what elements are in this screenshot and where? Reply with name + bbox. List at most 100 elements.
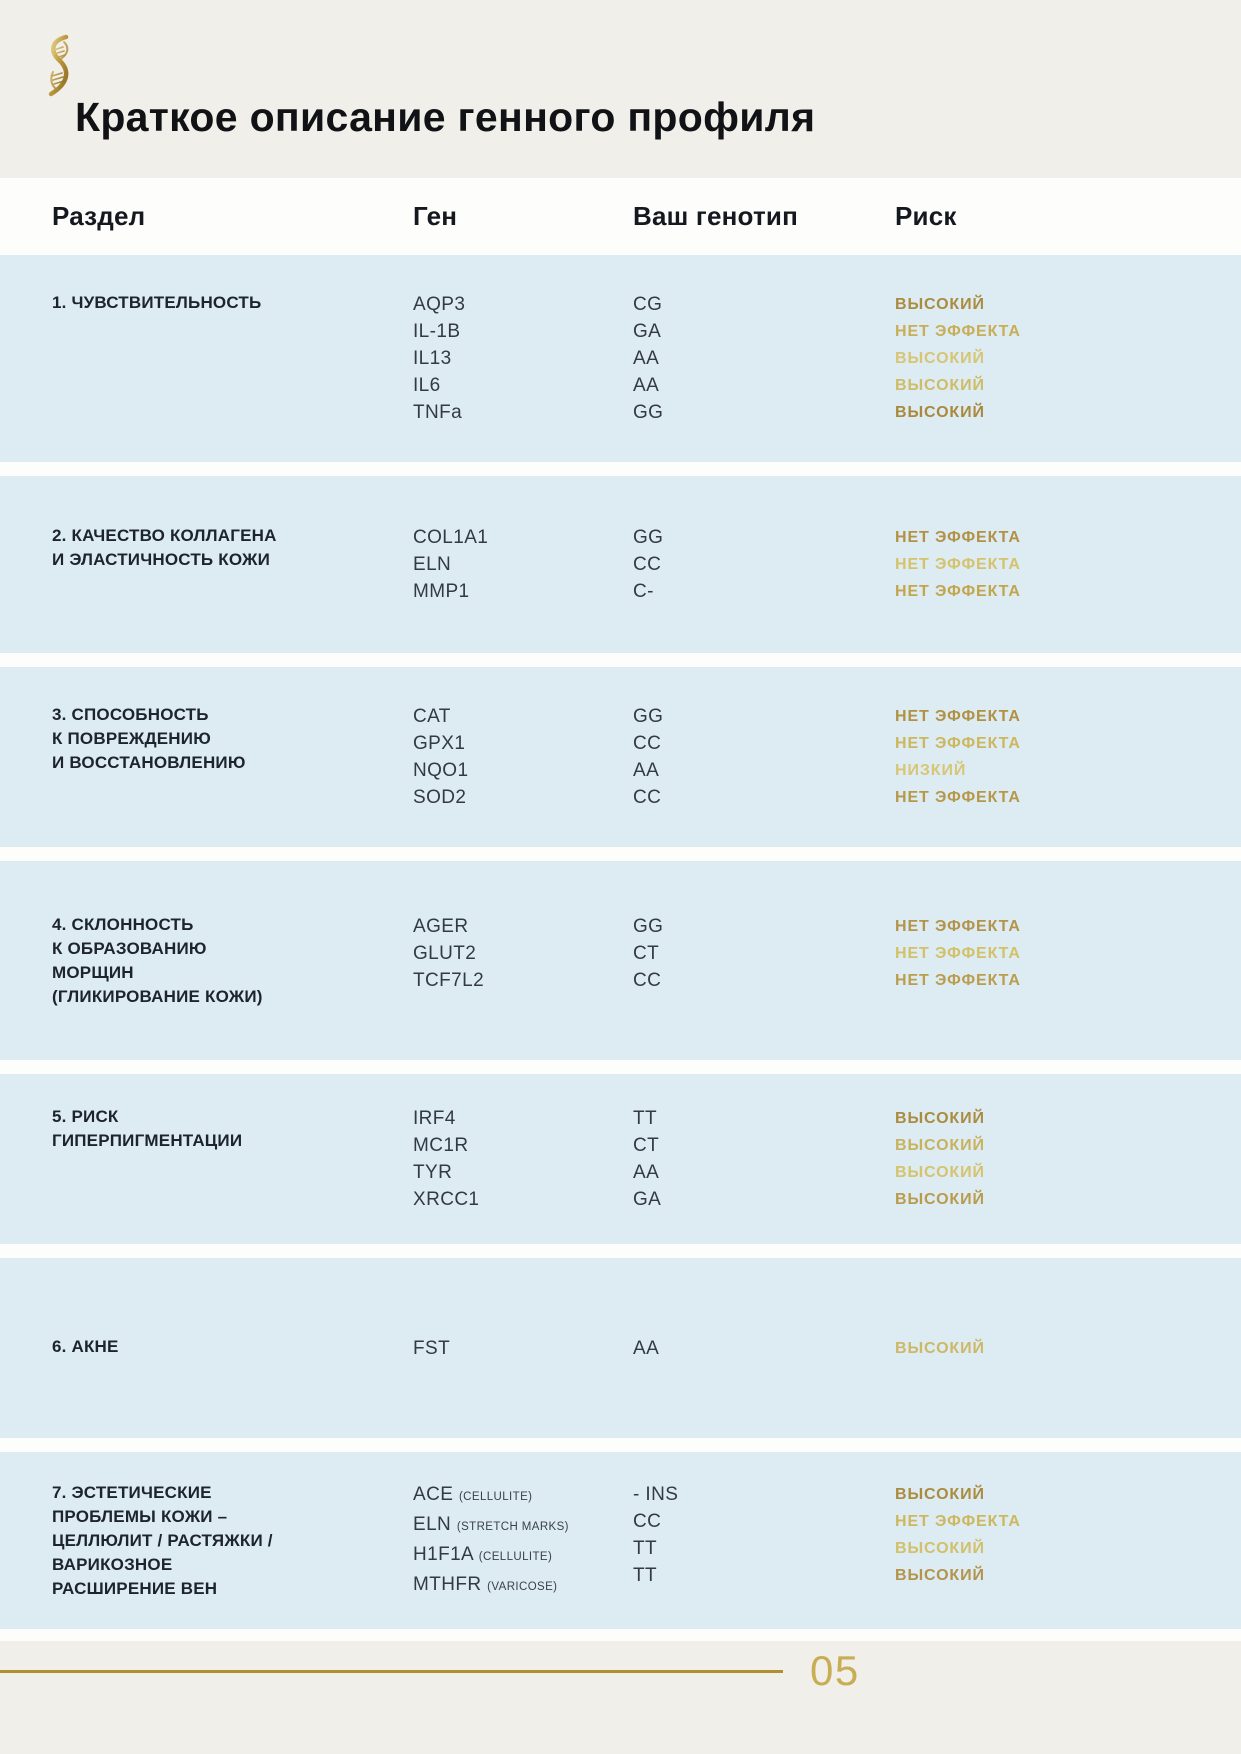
section-band-7: 7. ЭСТЕТИЧЕСКИЕ ПРОБЛЕМЫ КОЖИ – ЦЕЛЛЮЛИТ /… [0,1452,1241,1629]
gene-name: MTHFR (VARICOSE) [413,1573,558,1595]
section-title: 7. ЭСТЕТИЧЕСКИЕ ПРОБЛЕМЫ КОЖИ – ЦЕЛЛЮЛИТ /… [52,1481,413,1601]
genotype-list: GG CC C- [633,524,895,605]
gene-name: TNFa [413,402,463,423]
genotype-value: CT [633,942,660,964]
gene-name: IL6 [413,375,441,396]
page-title: Краткое описание генного профиля [75,94,816,140]
section-band-4: 4. СКЛОННОСТЬ К ОБРАЗОВАНИЮ МОРЩИН (ГЛИКИРО… [0,861,1241,1060]
gene-name: TYR [413,1162,453,1183]
section-title-line: 4. СКЛОННОСТЬ [52,914,194,934]
section-title-line: И ЭЛАСТИЧНОСТЬ КОЖИ [52,550,271,569]
column-header-section: Раздел [52,201,146,231]
gene-name: CAT [413,706,451,727]
sections-container: 1. ЧУВСТВИТЕЛЬНОСТЬ AQP3 IL-1B IL13 IL6 TNFa C… [0,255,1241,1641]
gene-name: ACE (CELLULITE) [413,1483,533,1505]
section-title-line: 7. ЭСТЕТИЧЕСКИЕ [52,1482,212,1502]
risk-value: ВЫСОКИЙ [895,1137,985,1154]
gene-name: GLUT2 [413,942,477,964]
gene-name: IL-1B [413,321,461,342]
section-title: 2. КАЧЕСТВО КОЛЛАГЕНА И ЭЛАСТИЧНОСТЬ КОЖИ [52,524,413,572]
section-title: 4. СКЛОННОСТЬ К ОБРАЗОВАНИЮ МОРЩИН (ГЛИКИРО… [52,913,413,1009]
genotype-value: C- [633,581,654,602]
section-title-line: 5. РИСК [52,1107,119,1126]
gene-name: COL1A1 [413,527,489,548]
risk-list: ВЫСОКИЙ [895,1335,1241,1362]
gene-list: IRF4 MC1R TYR XRCC1 [413,1105,633,1213]
risk-value: НЕТ ЭФФЕКТА [895,789,1021,806]
gene-list: AQP3 IL-1B IL13 IL6 TNFa [413,291,633,426]
gene-name: FST [413,1337,451,1359]
risk-value: НЕТ ЭФФЕКТА [895,323,1021,340]
risk-value: НИЗКИЙ [895,762,967,779]
gene-name: SOD2 [413,787,467,808]
genotype-list: TT CT AA GA [633,1105,895,1213]
gene-note: (STRETCH MARKS) [456,1520,569,1533]
risk-value: ВЫСОКИЙ [895,1339,985,1357]
risk-value: ВЫСОКИЙ [895,1485,985,1503]
genotype-value: GG [633,706,664,727]
risk-value: ВЫСОКИЙ [895,350,985,367]
risk-value: ВЫСОКИЙ [895,404,985,421]
section-title-line: 6. АКНЕ [52,1336,119,1356]
section-band-5: 5. РИСК ГИПЕРПИГМЕНТАЦИИ IRF4 MC1R TYR XRCC1 T… [0,1074,1241,1244]
genotype-value: TT [633,1108,658,1129]
section-title-line: ПРОБЛЕМЫ КОЖИ – [52,1506,228,1526]
risk-value: НЕТ ЭФФЕКТА [895,1512,1021,1530]
section-title: 1. ЧУВСТВИТЕЛЬНОСТЬ [52,291,413,315]
section-title-line: 3. СПОСОБНОСТЬ [52,705,209,724]
genotype-value: AA [633,1162,660,1183]
genotype-value: AA [633,348,660,369]
genotype-value: AA [633,760,660,781]
gene-name: TCF7L2 [413,969,485,991]
gene-name: MC1R [413,1135,469,1156]
risk-list: ВЫСОКИЙ ВЫСОКИЙ ВЫСОКИЙ ВЫСОКИЙ [895,1105,1241,1213]
risk-value: ВЫСОКИЙ [895,1164,985,1181]
page-number: 05 [810,1647,860,1694]
gene-name: XRCC1 [413,1189,480,1210]
risk-value: НЕТ ЭФФЕКТА [895,708,1021,725]
section-title-line: ВАРИКОЗНОЕ [52,1554,173,1574]
table-header-row: Раздел Ген Ваш генотип Риск [0,178,1241,255]
gene-list: COL1A1 ELN MMP1 [413,524,633,605]
section-title-line: 2. КАЧЕСТВО КОЛЛАГЕНА [52,526,277,545]
genotype-value: CC [633,1510,662,1532]
section-title: 6. АКНЕ [52,1335,413,1359]
section-title-line: ГИПЕРПИГМЕНТАЦИИ [52,1131,243,1150]
genotype-value: AA [633,1337,660,1359]
risk-value: ВЫСОКИЙ [895,1191,985,1208]
section-title-line: РАСШИРЕНИЕ ВЕН [52,1578,218,1598]
gene-note: (CELLULITE) [478,1550,553,1563]
genotype-list: - INS CC TT TT [633,1481,895,1589]
genotype-value: GG [633,402,664,423]
risk-list: НЕТ ЭФФЕКТА НЕТ ЭФФЕКТА НИЗКИЙ НЕТ ЭФФЕКТА [895,703,1241,811]
section-title: 5. РИСК ГИПЕРПИГМЕНТАЦИИ [52,1105,413,1153]
risk-value: ВЫСОКИЙ [895,377,985,394]
risk-value: НЕТ ЭФФЕКТА [895,917,1021,935]
risk-value: НЕТ ЭФФЕКТА [895,583,1021,600]
section-title: 3. СПОСОБНОСТЬ К ПОВРЕЖДЕНИЮ И ВОССТАНОВЛЕ… [52,703,413,775]
gene-name: H1F1A (CELLULITE) [413,1543,553,1565]
gene-name: IRF4 [413,1108,456,1129]
footer-gold-rule [0,1670,783,1673]
section-band-1: 1. ЧУВСТВИТЕЛЬНОСТЬ AQP3 IL-1B IL13 IL6 TNFa C… [0,255,1241,462]
section-band-3: 3. СПОСОБНОСТЬ К ПОВРЕЖДЕНИЮ И ВОССТАНОВЛЕ… [0,667,1241,847]
page-footer: 05 [0,1641,1241,1754]
risk-value: НЕТ ЭФФЕКТА [895,971,1021,989]
gene-name: ELN [413,554,452,575]
genotype-value: AA [633,375,660,396]
page-header: Краткое описание генного профиля [0,0,1241,178]
dna-helix-logo-icon [48,34,69,97]
section-title-line: К ПОВРЕЖДЕНИЮ [52,729,211,748]
gene-name: AGER [413,915,469,937]
genotype-value: GA [633,1189,662,1210]
gene-note: (CELLULITE) [458,1490,533,1503]
gene-name: ELN (STRETCH MARKS) [413,1513,569,1535]
column-header-risk: Риск [895,201,957,231]
genotype-value: CC [633,554,662,575]
risk-value: ВЫСОКИЙ [895,1539,985,1557]
risk-value: ВЫСОКИЙ [895,296,985,313]
risk-value: НЕТ ЭФФЕКТА [895,556,1021,573]
risk-value: ВЫСОКИЙ [895,1110,985,1127]
genotype-value: TT [633,1564,658,1586]
gene-list: AGER GLUT2 TCF7L2 [413,913,633,994]
